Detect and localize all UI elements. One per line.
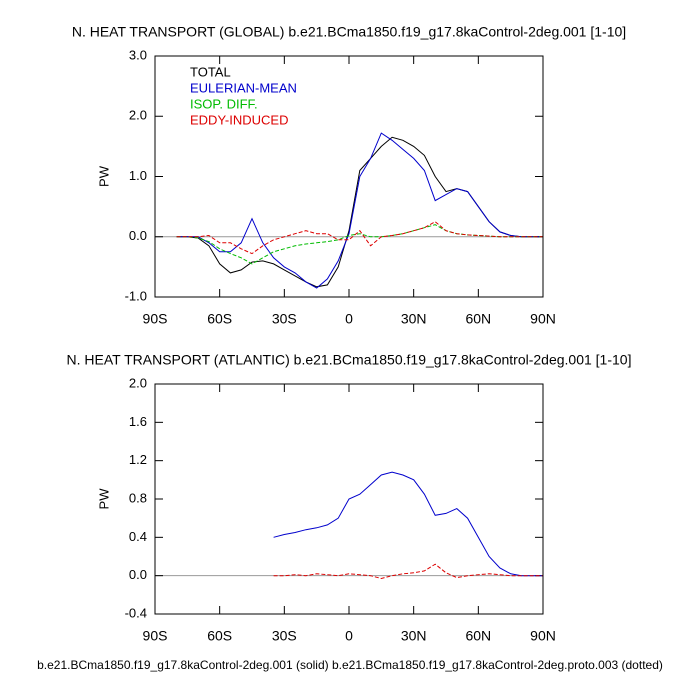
x-tick-label: 0 [345, 628, 353, 644]
x-tick-label: 60N [465, 311, 491, 327]
x-tick-label: 90S [143, 311, 168, 327]
y-tick-label: 0.0 [129, 228, 147, 243]
series-line [176, 132, 543, 289]
y-tick-label: 3.0 [129, 47, 147, 62]
legend-label: EDDY-INDUCED [190, 112, 288, 127]
y-tick-label: 1.0 [129, 168, 147, 183]
series-line [176, 136, 543, 288]
y-tick-label: 1.2 [129, 452, 147, 467]
plot-frame [154, 383, 544, 615]
y-tick-label: 1.6 [129, 414, 147, 429]
series-line [176, 221, 543, 255]
y-tick-label: 0.4 [129, 529, 147, 544]
chart-title: N. HEAT TRANSPORT (ATLANTIC) b.e21.BCma1… [67, 352, 632, 368]
y-tick-label: 2.0 [129, 375, 147, 390]
y-axis-label: PW [96, 165, 111, 187]
legend-label: TOTAL [190, 64, 231, 79]
y-tick-label: 0.0 [129, 567, 147, 582]
x-tick-label: 90S [143, 628, 168, 644]
x-tick-label: 90N [530, 311, 556, 327]
legend-label: ISOP. DIFF. [190, 96, 258, 111]
legend-label: EULERIAN-MEAN [190, 80, 297, 95]
x-tick-label: 90N [530, 628, 556, 644]
x-tick-label: 30S [272, 311, 297, 327]
x-tick-label: 60N [465, 628, 491, 644]
x-tick-label: 30S [272, 628, 297, 644]
y-tick-label: 0.8 [129, 490, 147, 505]
x-tick-label: 30N [401, 311, 427, 327]
footer: b.e21.BCma1850.f19_g17.8kaControl-2deg.0… [37, 658, 663, 672]
y-axis-label: PW [96, 488, 111, 510]
x-tick-label: 60S [207, 311, 232, 327]
x-tick-label: 60S [207, 628, 232, 644]
chart-title: N. HEAT TRANSPORT (GLOBAL) b.e21.BCma185… [72, 24, 626, 40]
y-tick-label: 2.0 [129, 108, 147, 123]
x-tick-label: 0 [345, 311, 353, 327]
series-line [273, 471, 543, 577]
y-tick-label: -1.0 [125, 288, 147, 303]
series-line [273, 563, 543, 580]
x-tick-label: 30N [401, 628, 427, 644]
plot-frame [154, 55, 544, 298]
y-tick-label: -0.4 [125, 605, 147, 620]
